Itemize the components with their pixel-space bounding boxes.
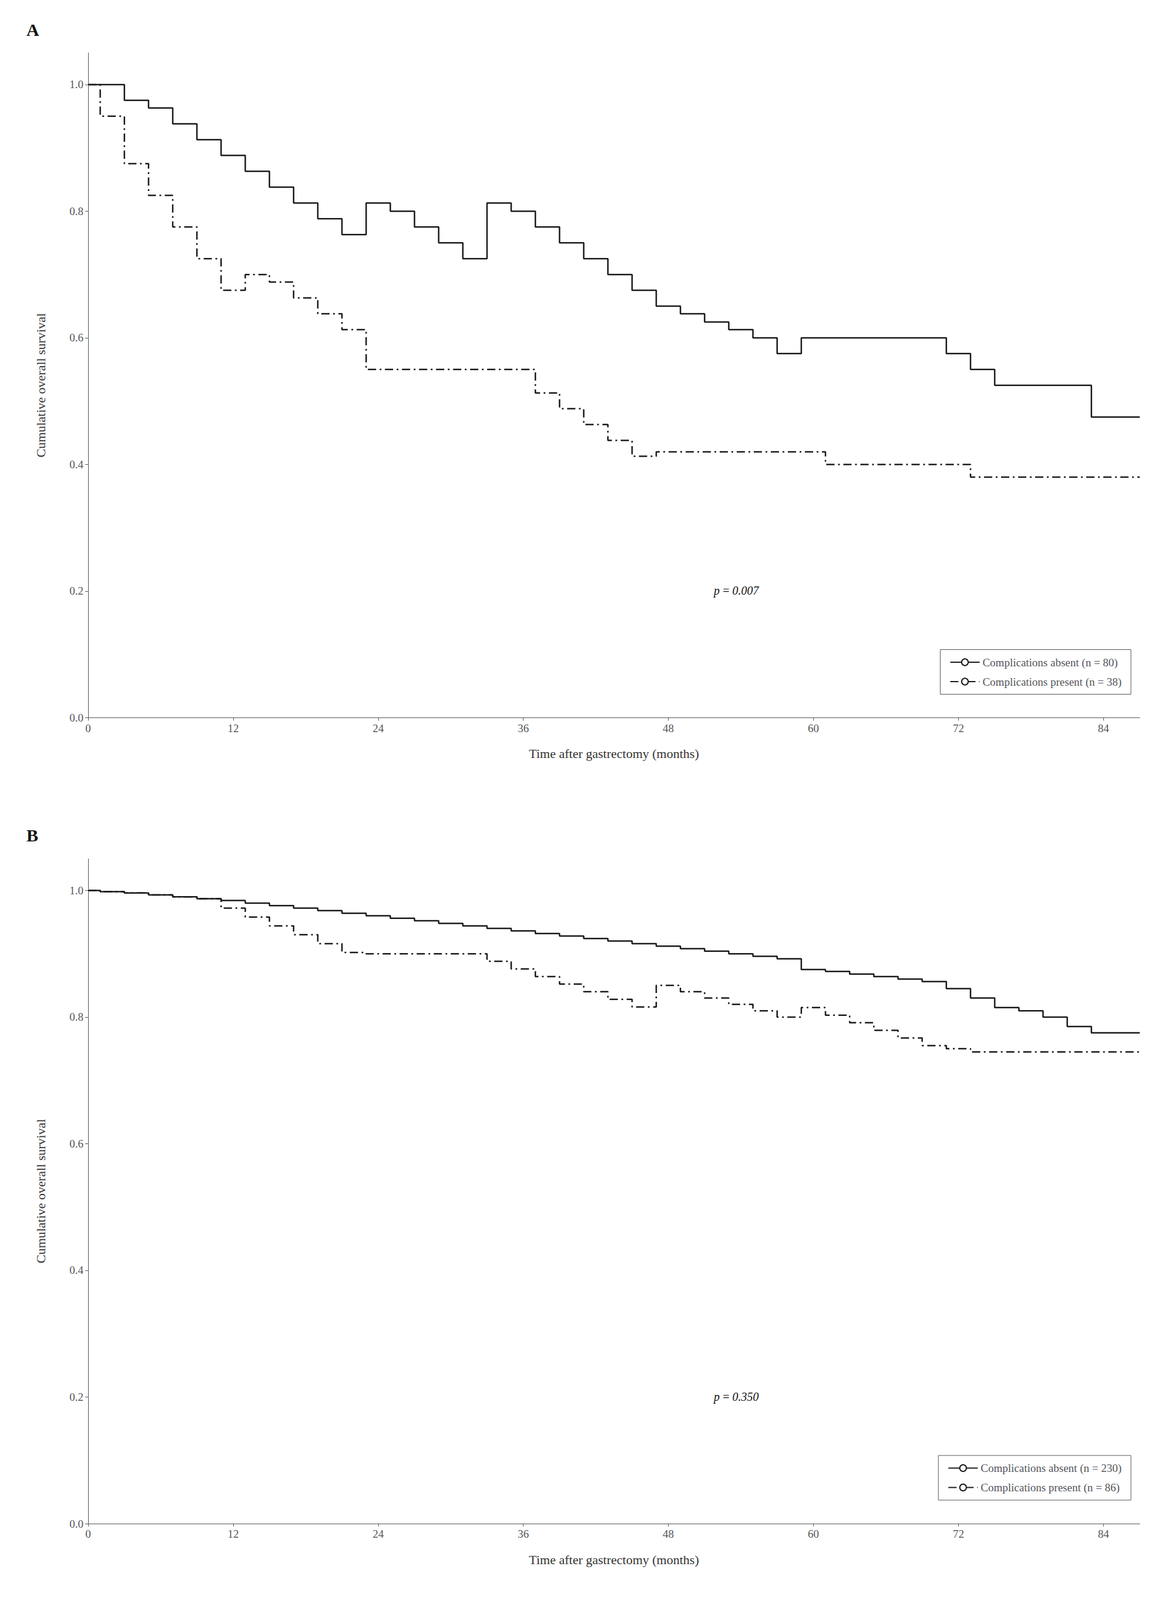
svg-text:84: 84 — [1098, 722, 1110, 735]
svg-text:0: 0 — [85, 1527, 92, 1540]
svg-text:B: B — [26, 825, 39, 845]
svg-text:Complications absent (n = 80): Complications absent (n = 80) — [982, 656, 1118, 670]
svg-text:60: 60 — [807, 722, 819, 735]
svg-text:0.2: 0.2 — [69, 584, 84, 597]
svg-text:0.4: 0.4 — [69, 1263, 84, 1277]
svg-text:0.8: 0.8 — [69, 1010, 84, 1023]
svg-text:Complications absent (n = 230): Complications absent (n = 230) — [980, 1461, 1122, 1475]
svg-text:1.0: 1.0 — [69, 884, 84, 897]
svg-text:72: 72 — [952, 1527, 965, 1540]
svg-text:0.6: 0.6 — [69, 331, 84, 344]
svg-text:72: 72 — [952, 722, 965, 735]
svg-text:p = 0.350: p = 0.350 — [712, 1390, 760, 1404]
svg-text:Time after gastrectomy (months: Time after gastrectomy (months) — [528, 1552, 699, 1567]
svg-text:84: 84 — [1098, 1527, 1110, 1540]
svg-text:A: A — [26, 19, 40, 40]
svg-text:Cumulative overall survival: Cumulative overall survival — [33, 1118, 49, 1264]
svg-text:24: 24 — [372, 722, 385, 735]
svg-text:12: 12 — [227, 1527, 239, 1540]
svg-text:p = 0.007: p = 0.007 — [712, 583, 760, 598]
svg-text:12: 12 — [227, 722, 239, 735]
svg-text:60: 60 — [807, 1527, 819, 1540]
svg-text:0.0: 0.0 — [69, 1517, 84, 1530]
svg-text:36: 36 — [517, 722, 529, 735]
svg-text:0.2: 0.2 — [69, 1390, 84, 1403]
svg-text:Complications present (n = 86): Complications present (n = 86) — [980, 1481, 1120, 1495]
svg-text:Time after gastrectomy (months: Time after gastrectomy (months) — [528, 746, 699, 761]
svg-text:Cumulative overall survival: Cumulative overall survival — [33, 313, 49, 458]
svg-text:0: 0 — [85, 722, 92, 735]
svg-text:36: 36 — [517, 1527, 529, 1540]
svg-text:1.0: 1.0 — [69, 78, 84, 91]
svg-text:24: 24 — [372, 1527, 385, 1540]
svg-text:48: 48 — [662, 722, 674, 735]
svg-text:48: 48 — [662, 1527, 674, 1540]
svg-text:0.8: 0.8 — [69, 205, 84, 218]
svg-text:0.6: 0.6 — [69, 1137, 84, 1150]
svg-text:0.0: 0.0 — [69, 711, 84, 724]
svg-text:0.4: 0.4 — [69, 458, 84, 471]
svg-text:Complications present (n = 38): Complications present (n = 38) — [982, 675, 1122, 689]
